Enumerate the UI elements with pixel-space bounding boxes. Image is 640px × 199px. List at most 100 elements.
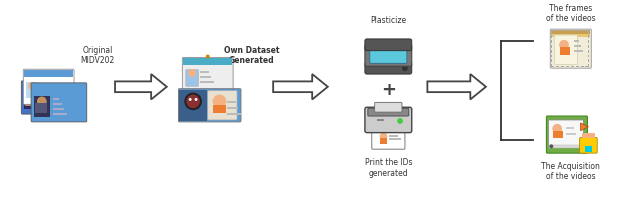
FancyBboxPatch shape: [31, 83, 87, 122]
Circle shape: [402, 65, 408, 71]
FancyBboxPatch shape: [365, 62, 412, 74]
Bar: [41, 98, 52, 100]
Bar: [24, 70, 73, 77]
FancyBboxPatch shape: [370, 48, 407, 63]
Bar: [227, 113, 241, 115]
Bar: [571, 66, 574, 67]
Bar: [380, 138, 387, 144]
Bar: [561, 30, 564, 31]
Bar: [551, 30, 590, 34]
Bar: [561, 66, 564, 67]
Bar: [556, 30, 559, 31]
Bar: [588, 64, 589, 67]
Polygon shape: [273, 74, 328, 100]
Bar: [551, 40, 552, 43]
FancyBboxPatch shape: [580, 138, 597, 153]
FancyBboxPatch shape: [548, 120, 584, 147]
Bar: [42, 95, 56, 97]
Circle shape: [184, 93, 202, 110]
Text: Original
MIDV202: Original MIDV202: [81, 46, 115, 65]
Circle shape: [206, 55, 210, 59]
Bar: [580, 66, 584, 67]
Text: The frames
of the videos: The frames of the videos: [546, 4, 596, 23]
Bar: [42, 85, 50, 87]
FancyBboxPatch shape: [23, 69, 74, 104]
FancyBboxPatch shape: [186, 70, 198, 86]
Bar: [574, 50, 582, 52]
Bar: [571, 30, 574, 31]
FancyBboxPatch shape: [368, 108, 409, 116]
Text: The Acquisition
of the videos: The Acquisition of the videos: [541, 162, 600, 181]
Circle shape: [189, 98, 191, 101]
Text: Print the IDs
generated: Print the IDs generated: [365, 158, 412, 178]
Bar: [584, 146, 592, 152]
Bar: [588, 30, 589, 33]
Bar: [588, 40, 589, 43]
FancyBboxPatch shape: [182, 58, 233, 91]
FancyBboxPatch shape: [547, 116, 588, 153]
Bar: [35, 103, 47, 113]
Text: +: +: [381, 81, 396, 99]
Bar: [52, 99, 60, 100]
Circle shape: [26, 92, 36, 101]
Circle shape: [212, 95, 227, 108]
FancyBboxPatch shape: [374, 102, 402, 112]
Bar: [24, 92, 38, 109]
Bar: [551, 30, 554, 31]
Text: Plasticize: Plasticize: [371, 16, 406, 25]
Polygon shape: [580, 123, 588, 131]
Circle shape: [195, 98, 198, 101]
Bar: [582, 133, 595, 139]
Bar: [588, 50, 589, 53]
Circle shape: [37, 97, 47, 106]
Bar: [25, 99, 32, 106]
Bar: [551, 45, 552, 48]
Bar: [588, 45, 589, 48]
Bar: [551, 60, 552, 62]
FancyBboxPatch shape: [550, 29, 591, 68]
Bar: [566, 133, 576, 135]
Circle shape: [28, 82, 36, 90]
Bar: [551, 66, 554, 67]
Circle shape: [186, 95, 200, 108]
Bar: [551, 50, 552, 53]
Bar: [183, 59, 232, 65]
Bar: [212, 105, 227, 113]
Bar: [574, 45, 580, 47]
Bar: [551, 34, 590, 37]
Circle shape: [397, 118, 403, 124]
Circle shape: [552, 124, 562, 134]
Bar: [588, 60, 589, 62]
Bar: [179, 90, 207, 121]
Bar: [586, 66, 588, 67]
Bar: [586, 30, 588, 31]
FancyBboxPatch shape: [179, 89, 241, 122]
Bar: [52, 113, 67, 115]
Bar: [227, 107, 238, 109]
Bar: [551, 64, 552, 67]
Polygon shape: [115, 74, 167, 100]
Bar: [551, 35, 552, 38]
Bar: [551, 55, 552, 58]
Bar: [551, 30, 552, 33]
Bar: [566, 127, 574, 129]
Bar: [34, 96, 50, 117]
Bar: [41, 92, 50, 94]
Bar: [389, 131, 396, 133]
Bar: [553, 131, 563, 139]
Bar: [42, 90, 52, 92]
Bar: [200, 76, 211, 78]
Bar: [566, 66, 569, 67]
Polygon shape: [428, 74, 486, 100]
Bar: [588, 35, 589, 38]
FancyBboxPatch shape: [365, 39, 412, 51]
Bar: [200, 71, 209, 73]
FancyBboxPatch shape: [365, 107, 412, 133]
Bar: [41, 103, 54, 105]
Bar: [52, 103, 62, 105]
Bar: [576, 30, 579, 31]
Bar: [389, 135, 398, 137]
Circle shape: [549, 144, 553, 148]
FancyBboxPatch shape: [554, 35, 578, 64]
FancyBboxPatch shape: [21, 81, 70, 114]
